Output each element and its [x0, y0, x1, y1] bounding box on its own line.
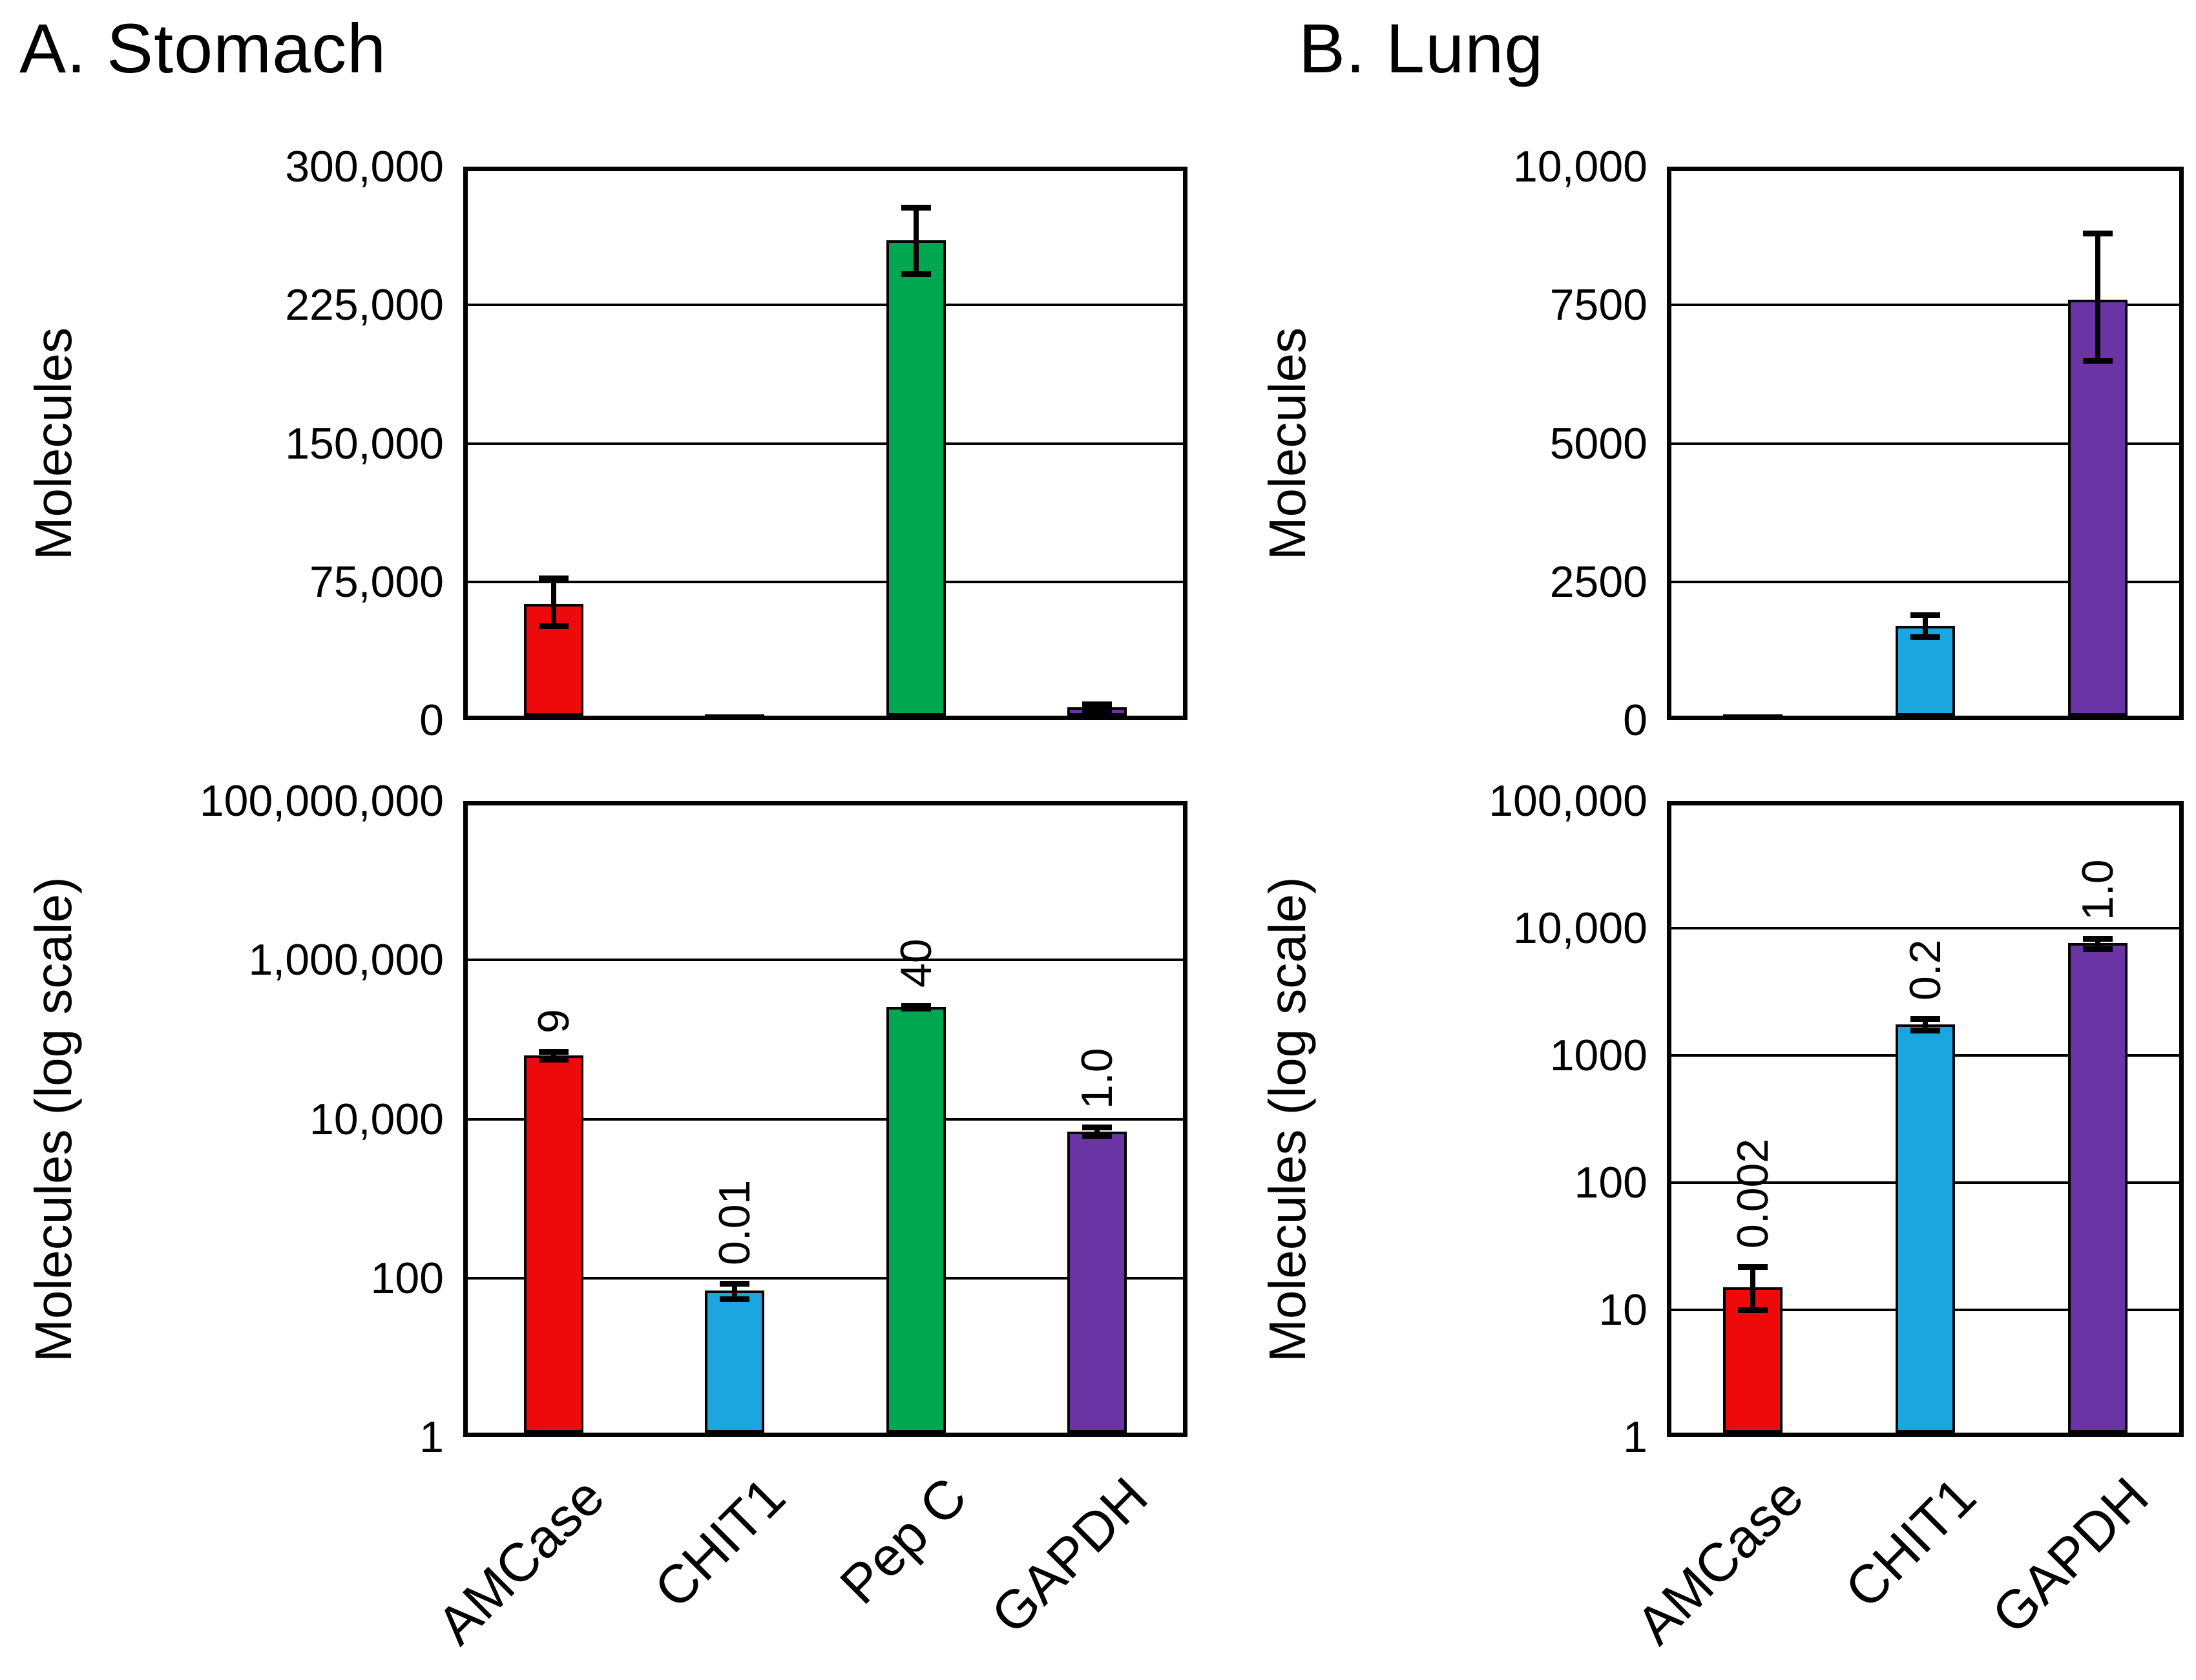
error-bar-line [1094, 1127, 1100, 1136]
y-tick-label: 0 [1623, 696, 1647, 745]
y-tick-label: 10,000 [309, 1094, 444, 1144]
error-bar-cap-bottom [2082, 357, 2113, 364]
gridline-lung_linear-2500 [1671, 580, 2179, 583]
bar-value-label: 1.0 [2073, 859, 2122, 920]
y-tick-label: 300,000 [285, 142, 444, 191]
error-bar-cap-top [1738, 1263, 1768, 1270]
error-bar-cap-top [901, 204, 931, 211]
gridline-lung_linear-7500 [1671, 304, 2179, 307]
error-bar-line [551, 578, 557, 627]
error-bar-cap-bottom [901, 271, 931, 277]
error-bar-cap-bottom [2082, 946, 2113, 952]
error-bar-cap-top [1082, 701, 1112, 708]
error-bar-cap-bottom [901, 1006, 931, 1012]
gridline-stomach_linear-225,000 [468, 304, 1183, 307]
error-bar-line [913, 207, 919, 274]
error-bar-cap-bottom [539, 623, 569, 630]
gridline-stomach_linear-150,000 [468, 442, 1183, 445]
error-bar-cap-top [2082, 230, 2113, 236]
bar-chit1 [705, 1290, 765, 1433]
bar-value-label: 1.0 [1072, 1048, 1122, 1110]
gridline-lung_log-10,000 [1671, 927, 2179, 929]
error-bar-line [1923, 1018, 1928, 1030]
y-tick-label: 75,000 [309, 557, 444, 607]
bar-value-label: 40 [891, 939, 941, 988]
y-tick-label: 1,000,000 [248, 935, 444, 985]
y-tick-label: 0 [419, 696, 444, 745]
gridline-stomach_linear-75,000 [468, 580, 1183, 583]
error-bar-cap-top [720, 1281, 750, 1287]
y-tick-label: 100,000 [1489, 776, 1647, 825]
y-tick-label: 10,000 [1513, 142, 1647, 191]
y-tick-label: 100,000,000 [199, 776, 444, 825]
y-tick-label: 2500 [1549, 557, 1647, 607]
panel-a-title: A. Stomach [19, 9, 387, 87]
error-bar-cap-bottom [1910, 634, 1940, 641]
bar-value-label: 0.2 [1901, 939, 1950, 1001]
error-bar-cap-bottom [1082, 707, 1112, 714]
bar-pepc [886, 240, 946, 716]
gridline-stomach_log-1,000,000 [468, 959, 1183, 962]
bar-gapdh [2067, 299, 2128, 716]
bar-value-label: 0.01 [710, 1180, 760, 1266]
y-tick-label: 150,000 [285, 419, 444, 468]
error-bar-line [2095, 938, 2100, 949]
bar-chit1 [705, 714, 765, 720]
y-tick-label: 1 [1623, 1413, 1647, 1462]
error-bar-cap-bottom [1738, 1307, 1768, 1313]
error-bar-cap-bottom [539, 1057, 569, 1063]
bar-chit1 [1896, 1024, 1955, 1433]
error-bar-cap-top [1082, 1125, 1112, 1131]
y-axis-title-stomach_log: Molecules (log scale) [25, 876, 82, 1362]
bar-value-label: 9 [529, 1009, 579, 1034]
y-axis-title-lung_linear: Molecules [1259, 327, 1316, 560]
y-tick-label: 100 [1574, 1158, 1647, 1207]
gridline-stomach_log-100 [468, 1276, 1183, 1280]
error-bar-cap-top [539, 576, 569, 582]
error-bar-line [732, 1283, 738, 1299]
y-tick-label: 7500 [1549, 280, 1647, 330]
bar-gapdh [1067, 1131, 1127, 1433]
y-axis-title-lung_log: Molecules (log scale) [1259, 876, 1316, 1362]
error-bar-cap-top [1910, 1015, 1940, 1022]
y-tick-label: 225,000 [285, 280, 444, 330]
error-bar-line [551, 1052, 557, 1060]
category-label-amcase: AMCase [425, 1466, 616, 1656]
y-tick-label: 10 [1598, 1285, 1647, 1334]
error-bar-line [2095, 233, 2100, 360]
error-bar-cap-top [539, 1049, 569, 1055]
gridline-stomach_log-10,000 [468, 1117, 1183, 1121]
y-tick-label: 5000 [1549, 419, 1647, 468]
y-axis-title-stomach_linear: Molecules [25, 327, 82, 560]
bar-amcase [524, 1055, 584, 1433]
y-tick-label: 1000 [1549, 1031, 1647, 1080]
bar-amcase [1723, 714, 1783, 720]
y-tick-label: 10,000 [1513, 904, 1647, 953]
panel-b-title: B. Lung [1299, 9, 1544, 87]
error-bar-line [1750, 1266, 1756, 1310]
error-bar-cap-top [1910, 612, 1940, 619]
error-bar-cap-bottom [720, 1296, 750, 1302]
error-bar-cap-top [2082, 935, 2113, 942]
error-bar-cap-bottom [1082, 1133, 1112, 1139]
bar-pepc [886, 1007, 946, 1433]
error-bar-line [1923, 615, 1928, 638]
y-tick-label: 100 [370, 1253, 444, 1303]
error-bar-cap-bottom [1910, 1027, 1940, 1033]
bar-value-label: 0.002 [1728, 1138, 1778, 1249]
gridline-lung_linear-5000 [1671, 442, 2179, 445]
y-tick-label: 1 [419, 1413, 444, 1462]
bar-gapdh [2067, 943, 2128, 1433]
